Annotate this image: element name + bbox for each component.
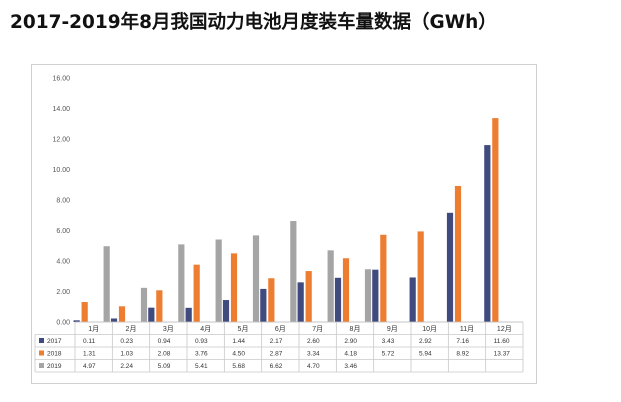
bar-2017-8 [334,277,342,322]
x-category-label: 7月 [312,325,323,333]
data-table-cell: 0.23 [120,338,133,345]
bar-2018-2 [118,306,126,322]
bar-2017-2 [110,318,118,322]
bar-2018-6 [268,278,275,322]
legend-label-2018: 2018 [47,351,62,358]
bar-2018-12 [492,118,499,322]
x-category-label: 9月 [387,325,398,333]
bar-2017-7 [297,282,304,322]
bar-2019-3 [178,244,185,322]
bar-2018-3 [156,290,163,322]
data-table-cell: 3.46 [344,363,357,370]
data-table-cell: 5.94 [419,351,432,358]
y-tick-label: 16.00 [52,76,70,83]
data-table-cell: 6.62 [270,363,283,370]
bar-2018-7 [305,271,312,322]
y-tick-label: 12.00 [52,137,70,144]
data-table-cell: 11.60 [494,338,510,345]
data-table-cell: 4.97 [83,363,96,370]
bar-2017-10 [409,277,416,322]
data-table-cell: 13.37 [494,351,511,358]
x-category-label: 2月 [126,325,137,333]
bar-2018-4 [193,264,200,322]
data-table-cell: 2.17 [270,338,283,345]
data-table-cell: 3.43 [382,338,395,345]
data-table-cell: 5.72 [382,351,395,358]
data-table-cell: 2.92 [419,338,432,345]
bar-2018-5 [230,253,238,322]
x-category-label: 8月 [350,325,361,333]
x-category-label: 5月 [238,325,249,333]
data-table-cell: 3.76 [195,351,208,358]
y-tick-label: 14.00 [52,106,70,113]
bar-2019-7 [327,250,334,322]
bar-2018-1 [81,302,88,322]
data-table-cell: 5.09 [158,363,171,370]
data-table-cell: 1.44 [232,338,245,345]
x-category-label: 6月 [275,325,286,333]
bar-2017-3 [148,307,155,322]
data-table-cell: 0.94 [158,338,171,345]
bar-2019-5 [252,235,260,322]
data-table-cell: 2.87 [270,351,283,358]
legend-swatch-2017 [39,338,44,343]
legend-label-2017: 2017 [47,338,62,345]
legend-label-2019: 2019 [47,363,62,370]
bar-2019-4 [215,239,222,322]
page-title: 2017-2019年8月我国动力电池月度装车量数据（GWh） [10,12,497,33]
data-table-cell: 0.93 [195,338,208,345]
data-table-cell: 7.16 [456,338,469,345]
bar-2017-12 [484,145,491,322]
x-category-label: 10月 [422,325,437,333]
data-table-cell: 4.50 [232,351,245,358]
bar-2017-1 [73,320,80,322]
data-table-cell: 2.90 [344,338,357,345]
bar-2018-10 [417,231,424,322]
data-table-cell: 2.24 [120,363,133,370]
bar-2018-9 [380,234,387,322]
x-category-label: 4月 [200,325,211,333]
bar-2017-5 [222,300,230,322]
y-tick-label: 8.00 [56,198,70,205]
data-table-cell: 2.60 [307,338,320,345]
y-tick-label: 2.00 [56,289,70,296]
y-tick-label: 4.00 [56,259,70,266]
data-table-cell: 4.18 [344,351,357,358]
bar-2019-2 [140,287,148,322]
x-category-label: 11月 [460,325,474,333]
data-table-cell: 4.70 [307,363,320,370]
y-tick-label: 0.00 [56,320,70,327]
bar-2019-1 [103,246,110,322]
data-table-cell: 5.41 [195,363,208,370]
bar-2017-11 [446,212,454,322]
bar-2019-8 [364,269,372,322]
y-tick-label: 6.00 [56,228,70,235]
data-table-cell: 8.92 [456,351,469,358]
bar-2017-9 [372,269,379,322]
data-table-cell: 2.08 [158,351,171,358]
bar-2019-6 [290,221,297,322]
data-table-cell: 1.31 [83,351,96,358]
chart-frame: 0.00 2.00 4.00 6.00 8.00 10.00 12.00 14.00 16.00… [31,64,537,384]
bar-2018-11 [454,185,462,322]
data-table-cell: 5.68 [232,363,245,370]
bar-2017-6 [260,288,267,322]
data-table-cell: 1.03 [120,351,133,358]
legend-swatch-2019 [39,363,44,368]
x-category-label: 12月 [497,325,512,333]
x-category-label: 1月 [88,325,99,333]
data-table-cell: 3.34 [307,351,320,358]
bar-2017-4 [185,307,192,322]
bar-2018-8 [342,258,350,322]
x-category-label: 3月 [163,325,174,333]
legend-swatch-2018 [39,350,44,356]
y-tick-label: 10.00 [52,167,70,174]
data-table-cell: 0.11 [83,338,96,345]
bar-chart: 0.00 2.00 4.00 6.00 8.00 10.00 12.00 14.00 16.00… [34,76,524,373]
